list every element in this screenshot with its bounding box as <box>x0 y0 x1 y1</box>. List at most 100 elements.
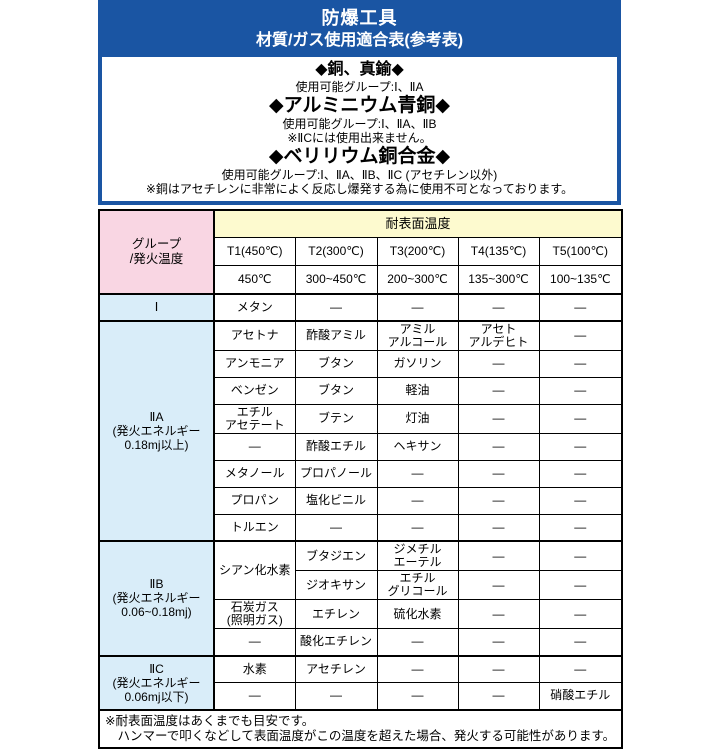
page-subtitle: 材質/ガス使用適合表(参考表) <box>255 32 464 49</box>
group-cell: Ⅰ <box>98 292 215 321</box>
gas-cell: ― <box>457 628 540 656</box>
surface-temp-header: 耐表面温度 <box>213 209 623 238</box>
gas-cell: プロパノール <box>294 459 378 488</box>
temp-range-header: 100~135℃ <box>538 265 623 295</box>
gas-cell: ― <box>457 459 540 488</box>
material-heading: ◆ベリリウム銅合金◆ <box>268 145 451 167</box>
gas-cell: ― <box>538 628 623 656</box>
gas-cell: ― <box>457 570 540 600</box>
group-ignition-temp-header: グループ /発火温度 <box>98 209 215 294</box>
gas-cell: ― <box>213 628 296 656</box>
gas-cell: トルエン <box>213 513 296 542</box>
gas-cell: ブタジエン <box>294 540 378 571</box>
temp-class-header: T3(200℃) <box>376 237 459 266</box>
gas-cell: ― <box>538 319 623 351</box>
group-cell: ⅡA (発火エネルギー 0.18mj以上) <box>98 319 215 542</box>
gas-cell: ― <box>457 376 540 405</box>
gas-cell: ― <box>457 486 540 515</box>
gas-cell: 塩化ビニル <box>294 486 378 515</box>
gas-cell: ― <box>213 682 296 710</box>
gas-cell: プロパン <box>213 486 296 515</box>
gas-cell: ― <box>538 376 623 405</box>
gas-compatibility-table: グループ /発火温度 耐表面温度 T1(450℃) T2(300℃) T3(200℃… <box>98 208 624 749</box>
gas-cell: ― <box>376 513 459 542</box>
gas-cell: ― <box>538 403 623 434</box>
gas-cell: アセト アルデヒト <box>457 319 540 351</box>
gas-cell: ジメチル エーテル <box>376 540 459 571</box>
gas-cell: ブタン <box>294 376 378 405</box>
gas-cell: ― <box>457 654 540 683</box>
gas-cell: ― <box>457 403 540 434</box>
temp-range-header: 450℃ <box>213 265 296 295</box>
material-note-line: ※銅はアセチレンに非常によく反応し爆発する為に使用不可となっております。 <box>145 182 574 196</box>
footnote: ※耐表面温度はあくまでも目安です。 ハンマーで叩くなどして表面温度がこの温度を超… <box>98 708 623 748</box>
gas-cell: ― <box>538 599 623 629</box>
gas-cell: ― <box>457 513 540 542</box>
gas-cell: ― <box>538 349 623 378</box>
gas-cell: アミル アルコール <box>376 319 459 351</box>
gas-cell: 硝酸エチル <box>538 682 623 710</box>
gas-cell: シアン化水素 <box>213 540 296 600</box>
material-note-line: 使用可能グループ:Ⅰ、ⅡA <box>295 80 424 94</box>
gas-cell: ― <box>457 599 540 629</box>
gas-cell: メタン <box>213 292 296 321</box>
gas-cell: ― <box>294 292 378 321</box>
gas-cell: 酢酸エチル <box>294 432 378 461</box>
temp-class-header: T5(100℃) <box>538 237 623 266</box>
gas-cell: 酸化エチレン <box>294 628 378 656</box>
gas-cell: ― <box>294 513 378 542</box>
gas-cell: アセチレン <box>294 654 378 683</box>
gas-cell: ― <box>457 540 540 571</box>
gas-cell: ガソリン <box>376 349 459 378</box>
gas-cell: ― <box>538 513 623 542</box>
temp-class-header: T4(135℃) <box>457 237 540 266</box>
material-note-line: ※ⅡCには使用出来ません。 <box>287 131 432 145</box>
gas-cell: 灯油 <box>376 403 459 434</box>
group-cell: ⅡB (発火エネルギー 0.06~0.18mj) <box>98 540 215 656</box>
gas-cell: アンモニア <box>213 349 296 378</box>
gas-cell: 硫化水素 <box>376 599 459 629</box>
gas-cell: ブタン <box>294 349 378 378</box>
gas-cell: ― <box>457 682 540 710</box>
gas-cell: ― <box>376 292 459 321</box>
gas-cell: ― <box>376 628 459 656</box>
gas-cell: エチル アセテート <box>213 403 296 434</box>
gas-cell: ― <box>376 682 459 710</box>
gas-cell: ― <box>457 292 540 321</box>
reference-sheet: 防爆工具 材質/ガス使用適合表(参考表) ◆銅、真鍮◆ 使用可能グループ:Ⅰ、ⅡA… <box>98 0 624 749</box>
gas-cell: エチル グリコール <box>376 570 459 600</box>
gas-cell: ― <box>376 654 459 683</box>
temp-range-header: 135~300℃ <box>457 265 540 295</box>
page-title: 防爆工具 <box>321 8 398 28</box>
gas-cell: 石炭ガス (照明ガス) <box>213 599 296 629</box>
temp-range-header: 300~450℃ <box>294 265 378 295</box>
gas-cell: ― <box>457 349 540 378</box>
material-heading: ◆アルミニウム青銅◆ <box>268 94 451 116</box>
gas-cell: 酢酸アミル <box>294 319 378 351</box>
gas-cell: ブテン <box>294 403 378 434</box>
gas-cell: 軽油 <box>376 376 459 405</box>
page-title-bar: 防爆工具 材質/ガス使用適合表(参考表) <box>98 0 621 57</box>
gas-cell: ― <box>538 486 623 515</box>
gas-cell: アセトナ <box>213 319 296 351</box>
group-cell: ⅡC (発火エネルギー 0.06mj以下) <box>98 654 215 710</box>
gas-cell: ― <box>538 570 623 600</box>
gas-cell: ― <box>538 432 623 461</box>
material-note-line: 使用可能グループ:Ⅰ、ⅡA、ⅡB、ⅡC (アセチレン以外) <box>221 167 498 182</box>
gas-cell: ― <box>376 486 459 515</box>
gas-cell: ― <box>538 292 623 321</box>
gas-cell: エチレン <box>294 599 378 629</box>
gas-cell: ― <box>538 540 623 571</box>
gas-cell: メタノール <box>213 459 296 488</box>
gas-cell: ― <box>538 459 623 488</box>
gas-cell: ― <box>294 682 378 710</box>
gas-cell: ジオキサン <box>294 570 378 600</box>
temp-class-header: T2(300℃) <box>294 237 378 266</box>
gas-cell: ― <box>538 654 623 683</box>
gas-cell: ベンゼン <box>213 376 296 405</box>
gas-cell: ヘキサン <box>376 432 459 461</box>
temp-range-header: 200~300℃ <box>376 265 459 295</box>
temp-class-header: T1(450℃) <box>213 237 296 266</box>
gas-cell: ― <box>457 432 540 461</box>
material-group-info-box: ◆銅、真鍮◆ 使用可能グループ:Ⅰ、ⅡA ◆アルミニウム青銅◆ 使用可能グループ:Ⅰ、… <box>98 57 621 205</box>
